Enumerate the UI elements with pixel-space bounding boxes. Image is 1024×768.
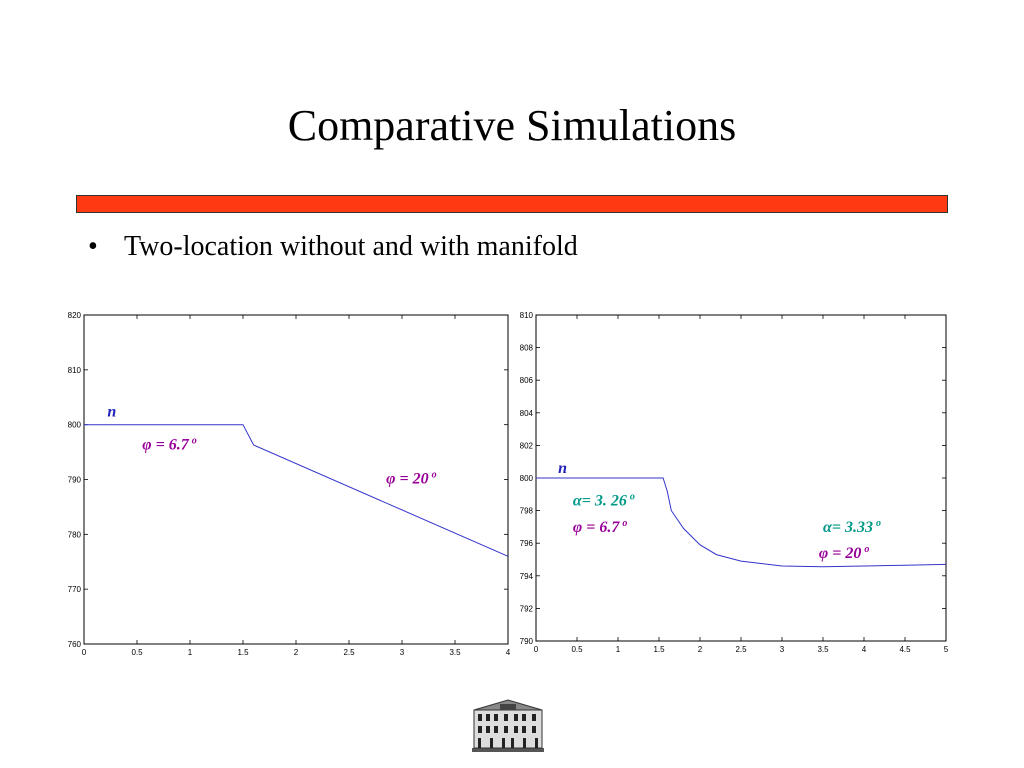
x-tick-label: 4: [506, 648, 511, 657]
x-tick-label: 1: [188, 648, 193, 657]
annotation-text: α= 3.33: [823, 519, 873, 536]
x-tick-label: 0.5: [131, 648, 143, 657]
y-tick-label: 796: [520, 539, 534, 548]
annotation-label: α= 3. 26 o: [573, 492, 635, 510]
annotation-degree: o: [622, 518, 627, 529]
title-accent-bar: [76, 195, 948, 213]
x-tick-label: 4: [862, 645, 867, 654]
annotation-label: φ = 6.7 o: [142, 435, 196, 453]
x-tick-label: 1: [616, 645, 621, 654]
chart-with-manifold: 0 0.5 1 1.5 2 2.5 3 3.5 4 4.5 5 790 792 794 796 798 800 8…: [520, 311, 949, 654]
y-tick-label: 810: [520, 311, 534, 320]
annotation-text: n: [107, 403, 116, 420]
y-tick-label: 800: [520, 474, 534, 483]
x-tick-label: 3: [400, 648, 405, 657]
y-tick-label: 770: [68, 585, 82, 594]
annotation-text: n: [558, 460, 567, 477]
x-tick-label: 5: [944, 645, 949, 654]
series-line: [536, 477, 947, 568]
annotation-text: φ = 6.7: [573, 519, 620, 536]
x-tick-label: 3.5: [449, 648, 461, 657]
x-tick-label: 1.5: [237, 648, 249, 657]
bullet-text: Two-location without and with manifold: [124, 231, 578, 262]
x-tick-label: 3: [780, 645, 785, 654]
x-tick-label: 0: [82, 648, 87, 657]
annotation-degree: o: [630, 492, 635, 503]
y-tick-label: 794: [520, 572, 534, 581]
y-tick-label: 806: [520, 376, 534, 385]
y-tick-label: 790: [520, 637, 534, 646]
x-tick-label: 1.5: [653, 645, 665, 654]
bullet-item: • Two-location without and with manifold: [88, 231, 578, 263]
annotation-degree: o: [864, 544, 869, 555]
chart-without-manifold: 0 0.5 1 1.5 2 2.5 3 3.5 4 760 770 780 790 800 810 820 n φ…: [68, 311, 511, 657]
annotation-degree: o: [192, 435, 197, 446]
annotation-text: φ = 20: [386, 470, 428, 487]
x-tick-label: 2.5: [343, 648, 355, 657]
y-tick-label: 808: [520, 344, 534, 353]
x-tick-label: 4.5: [899, 645, 911, 654]
x-tick-label: 0.5: [571, 645, 583, 654]
annotation-label: n: [558, 460, 567, 477]
x-tick-label: 0: [534, 645, 539, 654]
y-tick-label: 820: [68, 311, 82, 320]
x-tick-label: 2: [698, 645, 703, 654]
annotation-label: φ = 6.7 o: [573, 518, 627, 536]
y-tick-label: 800: [68, 421, 82, 430]
annotation-degree: o: [876, 518, 881, 529]
annotation-text: φ = 6.7: [142, 436, 189, 453]
x-tick-label: 2: [294, 648, 299, 657]
plot-frame: [83, 314, 509, 645]
annotation-label: φ = 20 o: [386, 469, 436, 487]
annotation-degree: o: [432, 469, 437, 480]
annotation-text: φ = 20: [819, 545, 861, 562]
y-tick-label: 810: [68, 366, 82, 375]
bullet-marker: •: [88, 231, 98, 262]
series-line: [84, 424, 509, 557]
y-tick-label: 798: [520, 507, 534, 516]
annotation-label: φ = 20 o: [819, 544, 869, 562]
annotation-label: n: [107, 403, 116, 420]
x-tick-label: 2.5: [735, 645, 747, 654]
y-tick-label: 802: [520, 441, 534, 450]
x-tick-label: 3.5: [817, 645, 829, 654]
university-building-logo: [472, 699, 544, 752]
y-tick-label: 804: [520, 409, 534, 418]
slide-title: Comparative Simulations: [287, 101, 737, 150]
y-tick-label: 760: [68, 640, 82, 649]
annotation-label: α= 3.33 o: [823, 518, 881, 536]
y-tick-label: 780: [68, 530, 82, 539]
y-tick-label: 792: [520, 604, 534, 613]
annotation-text: α= 3. 26: [573, 493, 627, 510]
y-tick-label: 790: [68, 476, 82, 485]
